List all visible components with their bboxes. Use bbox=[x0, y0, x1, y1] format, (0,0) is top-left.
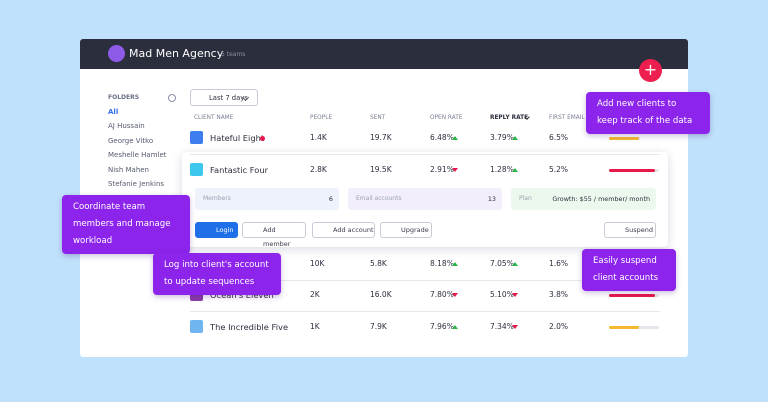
detail-box bbox=[511, 188, 656, 210]
trend-up bbox=[512, 262, 518, 266]
action-button[interactable]: Login bbox=[195, 222, 238, 238]
first-email: 2.0% bbox=[549, 322, 569, 331]
trend-down bbox=[452, 168, 458, 172]
detail-value: 6 bbox=[328, 195, 333, 203]
people: 1K bbox=[310, 322, 320, 331]
client-avatar bbox=[190, 163, 203, 176]
people: 2K bbox=[310, 290, 320, 299]
row-divider bbox=[190, 311, 660, 312]
reply-rate: 3.79% bbox=[490, 133, 514, 142]
date-filter[interactable] bbox=[190, 89, 258, 106]
first-email: 3.8% bbox=[549, 290, 569, 299]
suspend-button[interactable]: Suspend bbox=[604, 222, 656, 238]
detail-value: 13 bbox=[487, 195, 496, 203]
sent: 19.7K bbox=[370, 133, 392, 142]
reply-rate: 7.34% bbox=[490, 322, 514, 331]
trend-down bbox=[452, 293, 458, 297]
open-rate: 8.18% bbox=[430, 259, 454, 268]
detail-label: Email accounts bbox=[356, 195, 402, 202]
sent: 16.0K bbox=[370, 290, 392, 299]
column-header: REPLY RATE bbox=[490, 115, 529, 121]
open-rate: 7.96% bbox=[430, 322, 454, 331]
open-rate: 6.48% bbox=[430, 133, 454, 142]
header-bar bbox=[80, 39, 688, 69]
rate-bar bbox=[609, 168, 655, 172]
tooltip: Easily suspend client accounts bbox=[582, 249, 676, 291]
folder-item[interactable]: Stefanie Jenkins bbox=[108, 180, 165, 188]
date-filter-label: Last 7 days bbox=[209, 94, 248, 102]
column-header: FIRST EMAIL bbox=[549, 115, 585, 121]
trend-up bbox=[452, 136, 458, 140]
trend-up bbox=[512, 168, 518, 172]
folder-item[interactable]: All bbox=[108, 108, 119, 116]
trend-down bbox=[512, 293, 518, 297]
agency-logo bbox=[108, 45, 125, 62]
tooltip: Coordinate team members and manage workl… bbox=[62, 195, 190, 254]
rate-bar bbox=[609, 293, 655, 297]
sent: 7.9K bbox=[370, 322, 387, 331]
client-avatar bbox=[190, 131, 203, 144]
rate-bar bbox=[609, 136, 639, 140]
reply-rate: 5.10% bbox=[490, 290, 514, 299]
people: 10K bbox=[310, 259, 325, 268]
detail-box bbox=[195, 188, 339, 210]
client-name[interactable]: The Incredible Five bbox=[210, 322, 289, 332]
sent: 5.8K bbox=[370, 259, 387, 268]
detail-label: Plan bbox=[519, 195, 532, 202]
warning-dot bbox=[260, 136, 265, 141]
folder-settings[interactable] bbox=[168, 94, 176, 102]
people: 2.8K bbox=[310, 165, 327, 174]
first-email: 6.5% bbox=[549, 133, 569, 142]
folder-item[interactable]: Nish Mahen bbox=[108, 165, 149, 174]
sent: 19.5K bbox=[370, 165, 392, 174]
row-divider bbox=[190, 154, 660, 155]
column-header: CLIENT NAME bbox=[194, 115, 234, 121]
first-email: 1.6% bbox=[549, 259, 569, 268]
folders-heading: FOLDERS bbox=[108, 94, 140, 101]
folder-item[interactable]: George Vitko bbox=[108, 136, 154, 145]
trend-up bbox=[512, 136, 518, 140]
trend-down bbox=[512, 325, 518, 329]
tooltip: Log into client's account to update sequ… bbox=[153, 253, 281, 295]
add-client-button[interactable]: + bbox=[639, 59, 662, 82]
client-name[interactable]: Ocean's Eleven bbox=[210, 290, 274, 300]
reply-rate: 7.05% bbox=[490, 259, 514, 268]
action-button[interactable]: Add account bbox=[312, 222, 375, 238]
rate-bar bbox=[609, 325, 639, 329]
agency-name: Mad Men Agency bbox=[129, 47, 224, 60]
trend-up bbox=[452, 325, 458, 329]
detail-label: Members bbox=[203, 195, 231, 202]
folder-item[interactable]: Meshelle Hamlet bbox=[108, 151, 167, 160]
folder-item[interactable]: AJ Hussain bbox=[108, 122, 145, 131]
row-divider bbox=[190, 280, 660, 281]
column-header: SENT bbox=[370, 115, 386, 121]
column-header: PEOPLE bbox=[310, 115, 333, 121]
reply-rate: 1.28% bbox=[490, 165, 514, 174]
detail-box bbox=[348, 188, 502, 210]
client-name[interactable]: Hateful Eight bbox=[210, 133, 265, 143]
tooltip: Add new clients to keep track of the dat… bbox=[586, 92, 710, 134]
action-button[interactable]: Upgrade bbox=[380, 222, 432, 238]
open-rate: 7.80% bbox=[430, 290, 454, 299]
team-count: 5 teams bbox=[221, 51, 246, 58]
client-avatar bbox=[190, 320, 203, 333]
client-name[interactable]: Fantastic Four bbox=[210, 165, 268, 175]
column-header: OPEN RATE bbox=[430, 115, 463, 121]
open-rate: 2.91% bbox=[430, 165, 454, 174]
action-button[interactable]: Add member bbox=[242, 222, 306, 248]
people: 1.4K bbox=[310, 133, 327, 142]
detail-value: Growth: $55 / member/ month bbox=[552, 195, 650, 203]
trend-up bbox=[452, 262, 458, 266]
first-email: 5.2% bbox=[549, 165, 569, 174]
